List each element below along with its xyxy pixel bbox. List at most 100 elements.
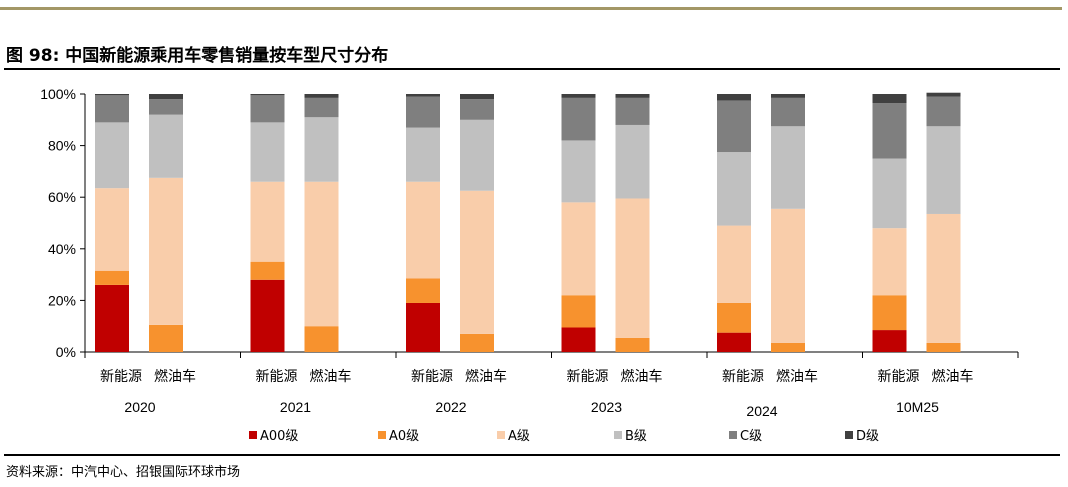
bar-segment bbox=[149, 94, 183, 100]
figure-title: 图 98: 中国新能源乘用车零售销量按车型尺寸分布 bbox=[6, 46, 389, 66]
bar-segment bbox=[406, 94, 440, 97]
x-category-label: 燃油车 bbox=[154, 368, 196, 385]
legend-label: D级 bbox=[856, 429, 879, 444]
bar-segment bbox=[95, 270, 129, 285]
bar-segment bbox=[615, 94, 650, 98]
x-category-label: 燃油车 bbox=[465, 368, 507, 385]
legend-label: A00级 bbox=[260, 429, 298, 444]
x-group-label: 2024 bbox=[746, 403, 777, 419]
bar-segment bbox=[561, 140, 596, 203]
bottom-rule bbox=[4, 454, 1060, 456]
x-category-label: 燃油车 bbox=[932, 368, 974, 385]
bar-segment bbox=[304, 97, 339, 118]
bar-segment bbox=[615, 97, 650, 125]
y-tick-label: 20% bbox=[48, 292, 76, 308]
bar-segment bbox=[561, 94, 596, 98]
bar-segment bbox=[95, 95, 129, 123]
y-tick-label: 80% bbox=[48, 138, 76, 154]
bar-segment bbox=[149, 114, 183, 178]
bar-segment bbox=[926, 96, 961, 127]
bar-segment bbox=[460, 333, 494, 352]
bar-segment bbox=[771, 97, 805, 127]
bar-segment bbox=[926, 213, 961, 343]
x-category-label: 新能源 bbox=[567, 369, 609, 385]
bar-segment bbox=[872, 158, 907, 229]
bar-segment bbox=[460, 99, 494, 120]
bar-segment bbox=[615, 337, 650, 352]
bar-segment bbox=[872, 330, 907, 352]
bar-segment bbox=[926, 342, 961, 352]
bar-segment bbox=[95, 284, 129, 352]
bar-segment bbox=[717, 302, 751, 333]
bar-segment bbox=[460, 119, 494, 191]
bar-segment bbox=[149, 99, 183, 115]
bar-segment bbox=[460, 190, 494, 334]
bar-segment bbox=[872, 94, 907, 104]
x-category-label: 新能源 bbox=[722, 369, 764, 385]
bar-segment bbox=[717, 225, 751, 303]
title-rule bbox=[4, 68, 1060, 70]
bar-segment bbox=[304, 326, 339, 352]
y-tick-label: 40% bbox=[48, 241, 76, 257]
bar-segment bbox=[304, 94, 339, 98]
bar-segment bbox=[250, 95, 285, 123]
bar-segment bbox=[561, 202, 596, 296]
bar-segment bbox=[771, 342, 805, 352]
bar-segment bbox=[872, 103, 907, 159]
bar-segment bbox=[250, 261, 285, 280]
legend-swatch bbox=[497, 431, 505, 439]
x-category-label: 新能源 bbox=[100, 369, 142, 385]
bar-segment bbox=[406, 302, 440, 352]
bar-segment bbox=[615, 124, 650, 199]
bar-segment bbox=[95, 188, 129, 271]
bar-segment bbox=[95, 94, 129, 96]
bar-segment bbox=[717, 100, 751, 153]
bar-segment bbox=[872, 228, 907, 296]
bar-segment bbox=[460, 94, 494, 100]
x-group-label: 2020 bbox=[124, 399, 155, 415]
bar-segment bbox=[561, 295, 596, 328]
bar-segment bbox=[926, 92, 961, 97]
y-tick-label: 100% bbox=[40, 86, 76, 102]
bar-segment bbox=[250, 122, 285, 182]
legend-swatch bbox=[614, 431, 622, 439]
bar-segment bbox=[149, 324, 183, 352]
bar-segment bbox=[771, 208, 805, 343]
x-category-label: 燃油车 bbox=[621, 368, 663, 385]
bar-segment bbox=[406, 278, 440, 303]
x-category-label: 新能源 bbox=[878, 369, 920, 385]
bar-segment bbox=[872, 295, 907, 331]
bar-segment bbox=[561, 327, 596, 352]
bar-segment bbox=[771, 126, 805, 209]
bar-segment bbox=[717, 94, 751, 101]
bar-segment bbox=[406, 181, 440, 279]
bar-segment bbox=[717, 152, 751, 226]
legend-swatch bbox=[729, 431, 737, 439]
source-note: 资料来源：中汽中心、招银国际环球市场 bbox=[6, 465, 241, 480]
x-category-label: 燃油车 bbox=[310, 368, 352, 385]
y-tick-label: 60% bbox=[48, 189, 76, 205]
y-tick-label: 0% bbox=[56, 344, 76, 360]
bar-segment bbox=[250, 181, 285, 262]
legend-label: B级 bbox=[625, 429, 647, 444]
legend-swatch bbox=[378, 431, 386, 439]
bar-segment bbox=[304, 117, 339, 182]
bar-segment bbox=[771, 94, 805, 98]
bar-segment bbox=[615, 198, 650, 338]
bar-segment bbox=[406, 127, 440, 182]
bar-segment bbox=[95, 122, 129, 189]
bar-segment bbox=[304, 181, 339, 327]
x-group-label: 2023 bbox=[591, 399, 622, 415]
x-category-label: 新能源 bbox=[411, 369, 453, 385]
x-group-label: 2021 bbox=[280, 399, 311, 415]
top-decorative-band bbox=[0, 7, 1062, 10]
bar-segment bbox=[717, 332, 751, 352]
legend-label: A级 bbox=[508, 429, 530, 444]
x-group-label: 2022 bbox=[435, 399, 466, 415]
bar-segment bbox=[406, 96, 440, 128]
bar-segment bbox=[250, 279, 285, 352]
bar-segment bbox=[561, 97, 596, 141]
legend-label: A0级 bbox=[389, 429, 419, 444]
x-category-label: 燃油车 bbox=[776, 368, 818, 385]
